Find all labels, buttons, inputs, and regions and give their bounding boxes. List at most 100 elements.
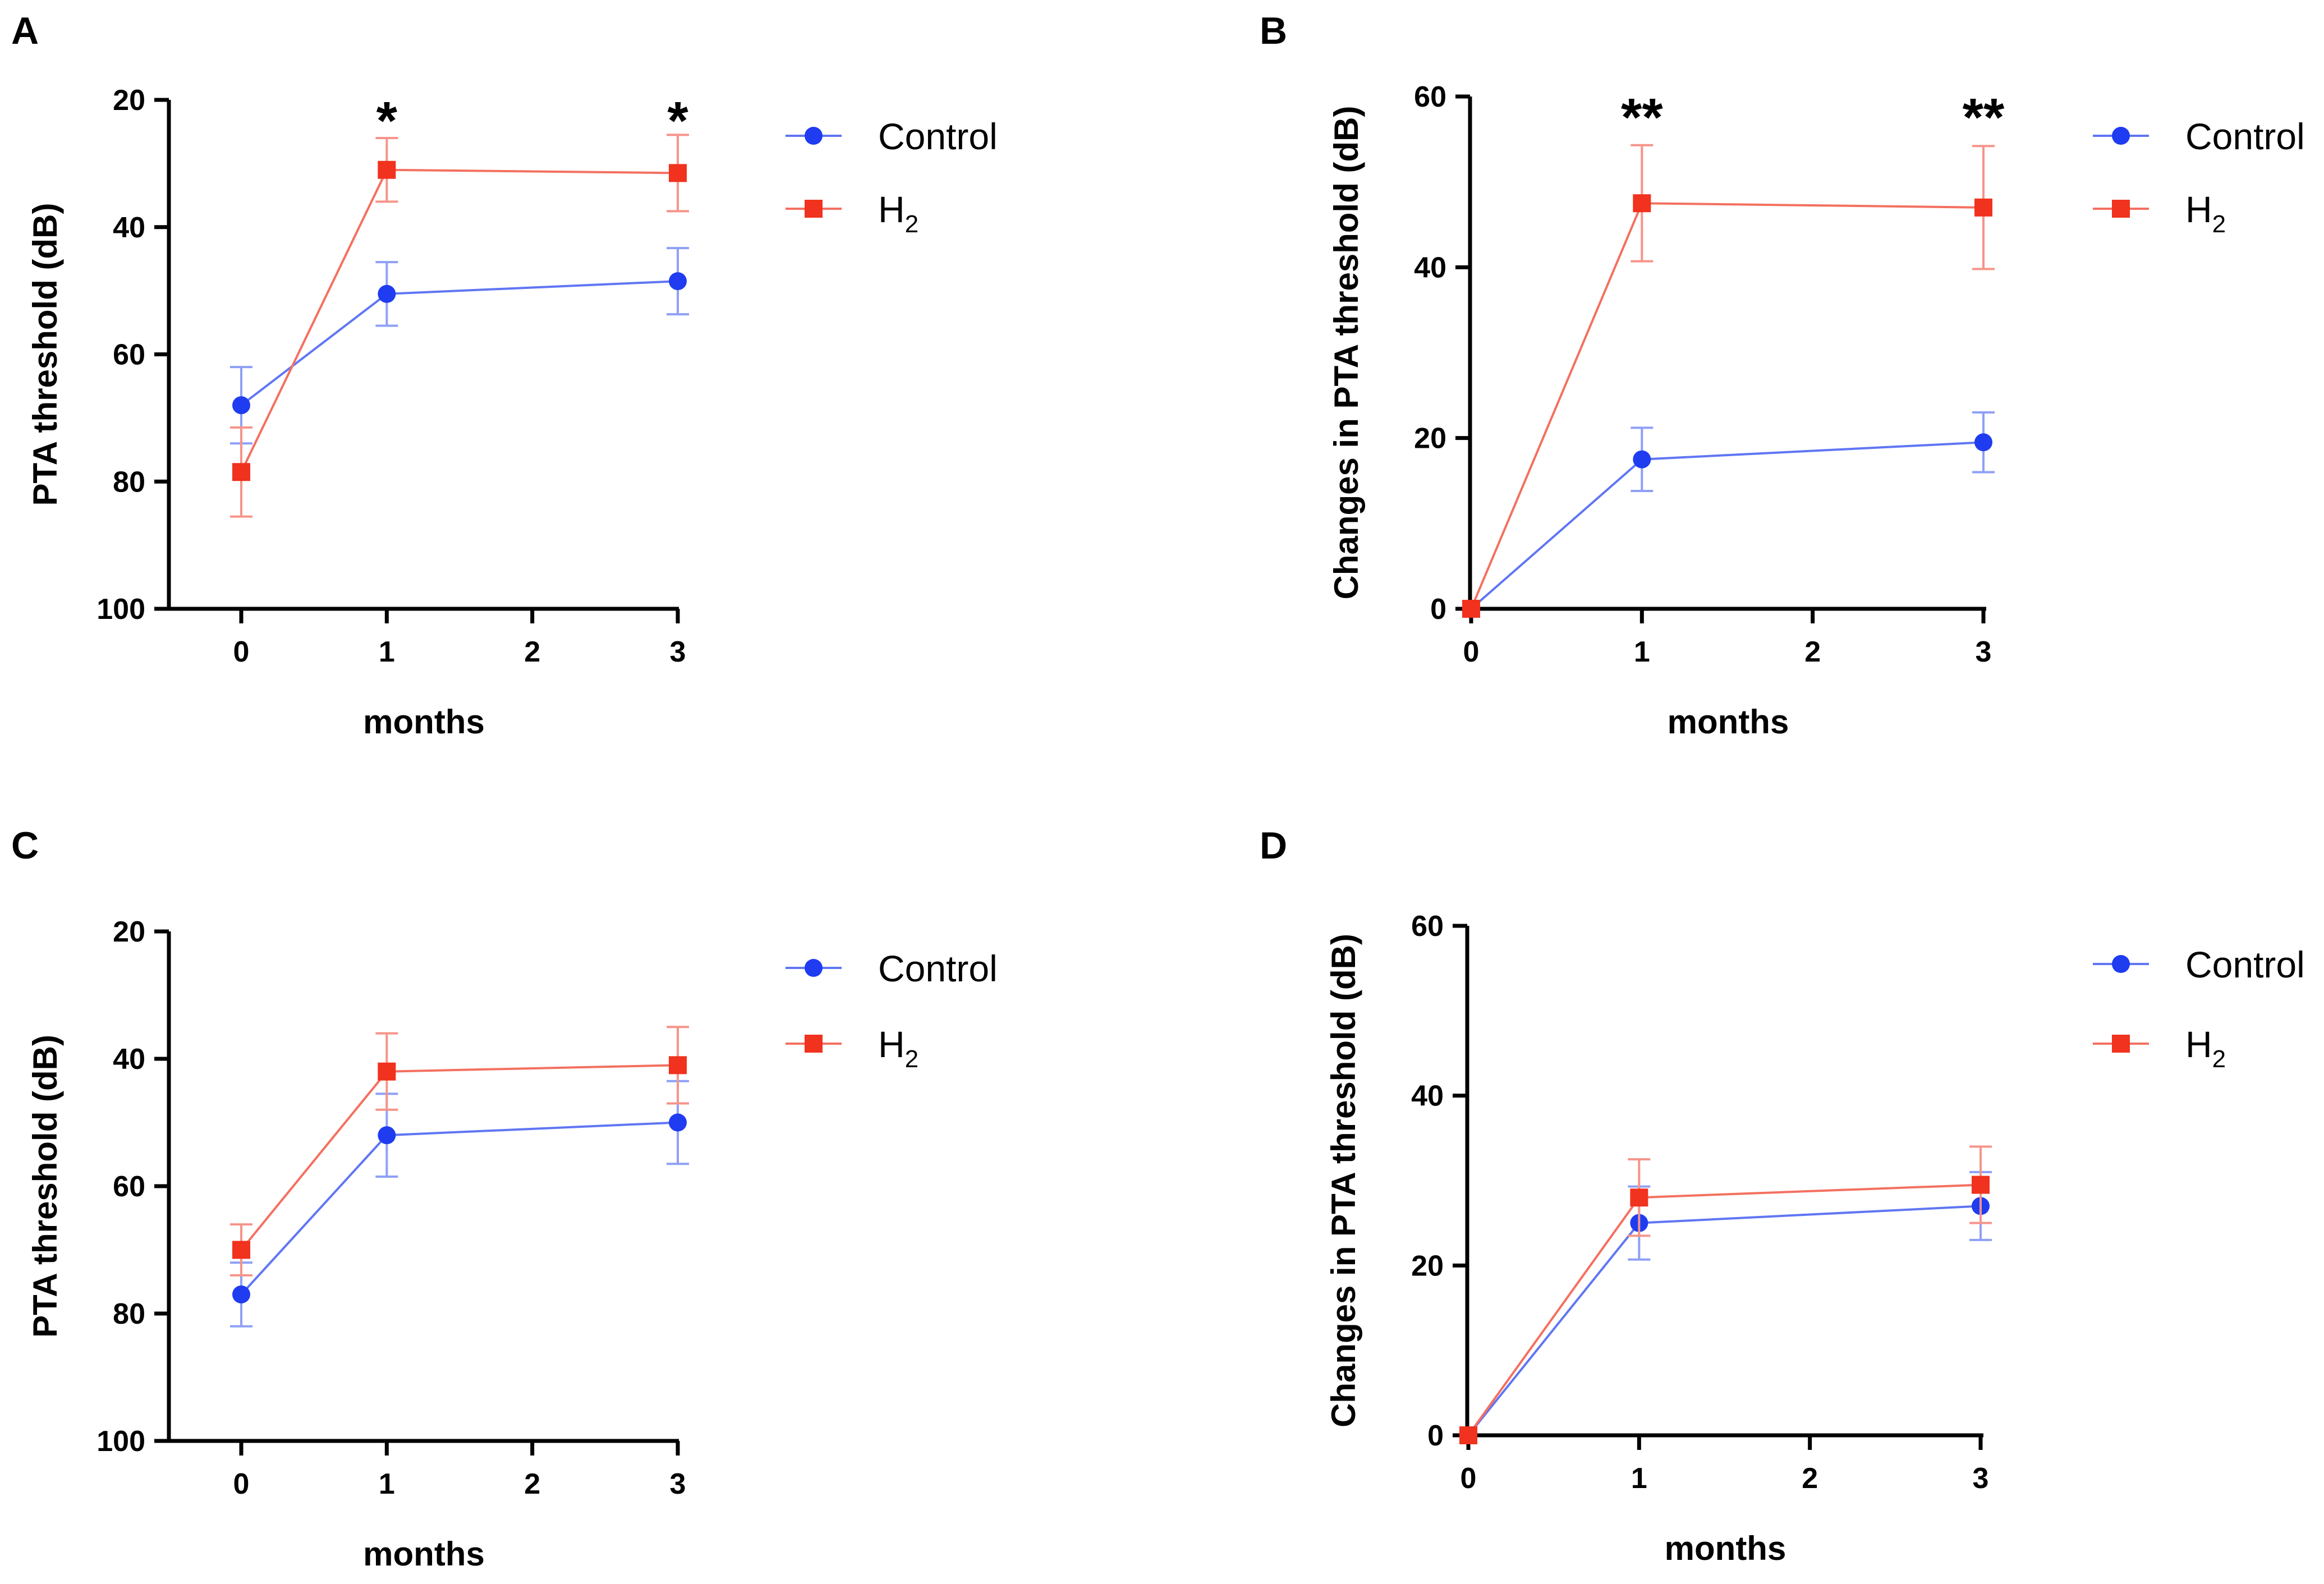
legend-label: H2: [878, 189, 918, 238]
data-point: [1462, 600, 1480, 618]
y-tick-label: 40: [1411, 1080, 1444, 1113]
data-point: [669, 272, 687, 291]
data-point: [232, 396, 250, 415]
panel-letter-b: B: [1260, 10, 1287, 52]
x-tick-label: 0: [1463, 636, 1480, 668]
x-tick-label: 1: [379, 636, 395, 668]
legend-marker: [805, 200, 823, 218]
panel-b: B 0 20 40 60 0 1 2 3 months Changes in PTA thresho…: [1260, 10, 2305, 741]
legend-label: H2: [2185, 1023, 2226, 1073]
series-control: [1459, 1170, 1992, 1444]
legend-label: Control: [2185, 116, 2305, 157]
y-tick-label: 100: [97, 593, 145, 626]
panel-letter-a: A: [11, 10, 39, 52]
x-tick-label: 1: [1631, 1462, 1647, 1495]
y-tick-label: 40: [113, 1043, 145, 1076]
legend-label: H2: [2185, 189, 2226, 238]
y-tick-label: 20: [113, 916, 145, 948]
data-point: [1974, 433, 1992, 452]
legend-label: H2: [878, 1023, 918, 1073]
panel-letter-c: C: [11, 824, 39, 867]
x-axis-title: months: [1665, 1530, 1786, 1567]
y-axis-title: PTA threshold (dB): [26, 203, 64, 506]
series-line: [1467, 1205, 1981, 1436]
data-point: [669, 1056, 687, 1075]
series-h2: [230, 1026, 689, 1277]
data-point: [232, 1241, 250, 1259]
legend-marker: [2112, 1035, 2130, 1053]
y-tick-label: 40: [1414, 251, 1446, 284]
legend-label: Control: [2185, 944, 2305, 985]
data-point: [1972, 1176, 1990, 1194]
series-line: [240, 1121, 678, 1296]
panel-a: A 20 40 60 80 100 0 1 2 3 months PTA threshold (dB)…: [11, 10, 998, 741]
significance-mark: *: [667, 91, 688, 151]
x-tick-label: 0: [233, 636, 250, 668]
x-tick-label: 1: [1634, 636, 1650, 668]
significance-mark: **: [1963, 88, 2005, 148]
series-h2: [1462, 144, 1995, 618]
legend-item-h2: H2: [2093, 189, 2226, 238]
legend-item-h2: H2: [786, 189, 918, 238]
data-point: [1459, 1426, 1477, 1444]
series-line: [240, 168, 678, 473]
series-h2: [1459, 1145, 1992, 1444]
legend-item-control: Control: [2093, 944, 2305, 985]
x-tick-label: 0: [233, 1468, 250, 1500]
data-point: [669, 1113, 687, 1132]
x-tick-label: 2: [1802, 1462, 1818, 1495]
legend-marker: [2112, 955, 2130, 973]
series-line: [1470, 441, 1984, 610]
panel-d: D 0 20 40 60 0 1 2 3 months Changes in PTA thresho…: [1260, 824, 2305, 1567]
legend-marker: [2112, 200, 2130, 218]
x-tick-label: 3: [670, 1468, 686, 1500]
panel-letter-d: D: [1260, 824, 1287, 867]
x-tick-label: 0: [1460, 1462, 1477, 1495]
x-tick-label: 3: [1973, 1462, 1989, 1495]
y-tick-label: 40: [113, 212, 145, 244]
panel-c: C 20 40 60 80 100 0 1 2 3 months PTA threshold (dB)…: [11, 824, 998, 1573]
legend-marker: [805, 127, 823, 145]
y-tick-label: 20: [1411, 1250, 1444, 1282]
legend: Control H2: [786, 116, 998, 238]
data-point: [378, 1062, 396, 1081]
legend-item-control: Control: [786, 948, 998, 989]
legend: Control H2: [2093, 116, 2305, 238]
y-tick-label: 60: [113, 339, 145, 371]
data-point: [378, 1126, 396, 1145]
legend-item-control: Control: [2093, 116, 2305, 157]
legend-item-h2: H2: [786, 1023, 918, 1073]
legend: Control H2: [786, 948, 998, 1073]
legend-marker: [2112, 127, 2130, 145]
y-tick-label: 80: [113, 1298, 145, 1330]
series-line: [240, 280, 678, 406]
data-point: [669, 164, 687, 182]
data-point: [378, 160, 396, 179]
data-point: [232, 1285, 250, 1303]
y-axis-title: PTA threshold (dB): [26, 1035, 64, 1338]
y-tick-label: 0: [1427, 1420, 1444, 1452]
x-tick-label: 2: [524, 1468, 540, 1500]
data-point: [1630, 1188, 1648, 1207]
series-line: [1467, 1183, 1981, 1436]
legend-label: Control: [878, 116, 998, 157]
y-tick-label: 20: [1414, 423, 1446, 455]
y-tick-label: 60: [113, 1170, 145, 1203]
legend-marker: [805, 1035, 823, 1053]
x-axis-title: months: [363, 703, 485, 741]
y-tick-label: 20: [113, 84, 145, 117]
data-point: [1633, 450, 1651, 469]
y-tick-label: 60: [1411, 910, 1444, 943]
data-point: [378, 284, 396, 303]
data-point: [232, 463, 250, 481]
series-control: [230, 1080, 689, 1328]
x-axis-title: months: [363, 1535, 485, 1573]
x-tick-label: 1: [379, 1468, 395, 1500]
legend-item-h2: H2: [2093, 1023, 2226, 1073]
series-control: [230, 247, 689, 445]
y-tick-label: 0: [1430, 593, 1446, 626]
legend-marker: [805, 959, 823, 977]
x-tick-label: 2: [1804, 636, 1821, 668]
x-tick-label: 3: [1976, 636, 1992, 668]
y-tick-label: 60: [1414, 81, 1446, 113]
